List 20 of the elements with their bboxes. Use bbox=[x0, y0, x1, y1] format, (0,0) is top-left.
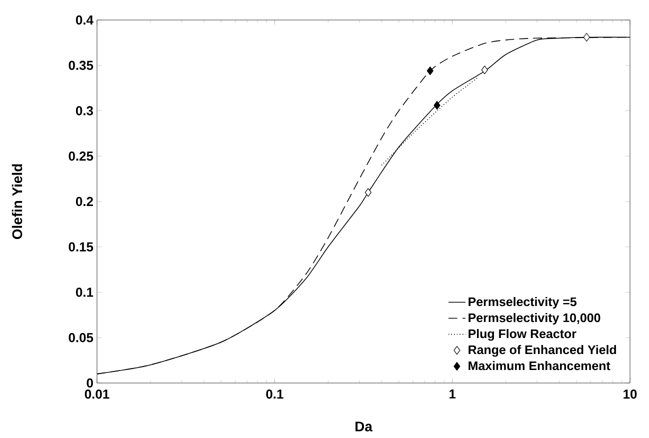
y-tick-label: 0.25 bbox=[68, 152, 94, 161]
y-tick-label: 0.1 bbox=[76, 288, 94, 297]
y-tick-label: 0.05 bbox=[68, 333, 94, 342]
legend-label: Plug Flow Reactor bbox=[468, 329, 576, 341]
y-axis-title: Olefin Yield bbox=[12, 164, 22, 240]
y-tick-label: 0.3 bbox=[76, 106, 94, 116]
x-tick-label: 0.01 bbox=[84, 390, 110, 399]
legend-label: Maximum Enhancement bbox=[468, 361, 610, 370]
x-tick-label: 10 bbox=[624, 390, 637, 399]
legend-label: Permselectivity 10,000 bbox=[468, 313, 600, 325]
legend-label: Range of Enhanced Yield bbox=[468, 345, 616, 357]
y-tick-label: 0.2 bbox=[76, 196, 93, 206]
x-tick-label: 0.1 bbox=[266, 390, 284, 399]
y-tick-label: 0.35 bbox=[68, 60, 94, 70]
x-axis-title: Da bbox=[356, 422, 372, 432]
y-tick-label: 0 bbox=[86, 378, 93, 388]
y-tick-label: 0.15 bbox=[68, 242, 94, 252]
x-tick-label: 1 bbox=[450, 390, 456, 398]
y-tick-label: 0.4 bbox=[76, 15, 94, 25]
legend-label: Permselectivity =5 bbox=[468, 297, 576, 309]
